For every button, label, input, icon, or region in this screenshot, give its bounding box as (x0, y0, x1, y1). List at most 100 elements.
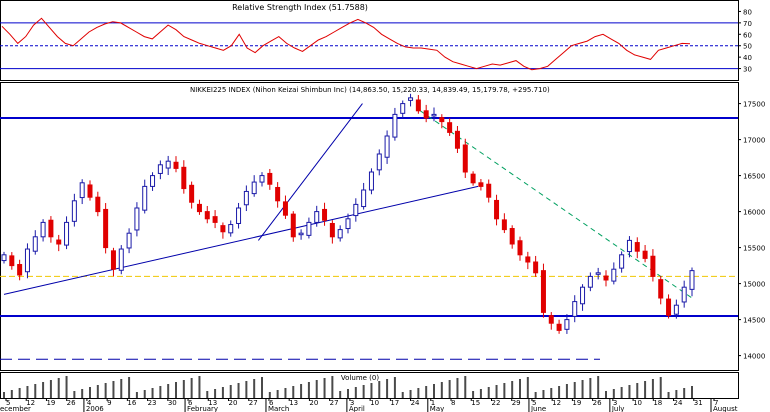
volume-bar (573, 382, 576, 398)
x-tick-label: 23 (148, 399, 157, 407)
price-candle-body (157, 164, 163, 174)
volume-bar (487, 387, 490, 398)
price-candle-body (259, 175, 265, 183)
volume-bar (253, 379, 256, 398)
rsi-panel: Relative Strength Index (51.7588) 30 40 50… (0, 0, 752, 81)
volume-bar (300, 384, 303, 398)
price-candle-body (486, 183, 492, 198)
x-tick-label: 5 (6, 399, 10, 407)
volume-bar (339, 391, 342, 398)
volume-bar (182, 380, 185, 398)
volume-bar (542, 390, 545, 398)
price-candle-body (337, 229, 343, 239)
x-tick-label: 13 (289, 399, 298, 407)
price-candle-body (501, 219, 507, 231)
price-candle-body (40, 221, 46, 238)
volume-bar (268, 392, 271, 398)
volume-bar (315, 380, 318, 398)
x-tick-label: 19 (572, 399, 581, 407)
volume-bar (393, 377, 396, 398)
price-candle-body (95, 196, 101, 213)
x-tick-label: 24 (411, 399, 420, 407)
rsi-frame (0, 0, 739, 81)
x-tick-label: 3 (613, 399, 617, 407)
price-y-tick-label: 14000 (743, 353, 765, 361)
x-period-label: 2006 (86, 405, 104, 412)
price-candle-body (353, 203, 359, 217)
price-y-tick-label: 16500 (743, 173, 765, 181)
x-tick-label: 27 (330, 399, 339, 407)
price-candle-body (517, 240, 523, 256)
price-candle-body (462, 144, 468, 173)
price-candle-body (611, 268, 617, 282)
x-tick-label: 12 (26, 399, 35, 407)
volume-bar (589, 378, 592, 398)
volume-bar (276, 390, 279, 398)
price-candle-body (650, 255, 656, 277)
volume-bar (89, 387, 91, 398)
price-y-tick-label: 16000 (743, 209, 765, 217)
volume-bar (456, 378, 459, 398)
price-candle-body (431, 113, 437, 117)
rsi-reference-lines (0, 22, 738, 70)
volume-bar (581, 380, 584, 398)
x-tick-label: 4 (87, 399, 92, 407)
volume-bar (245, 381, 248, 398)
x-tick-label: 17 (390, 399, 399, 407)
price-candle-body (306, 221, 312, 236)
volume-bar (112, 381, 115, 398)
price-candle-body (447, 122, 453, 133)
volume-bar (675, 390, 678, 398)
price-candle-body (64, 221, 70, 246)
price-candle-body (228, 224, 234, 234)
volume-panel: Volume (0) (0, 372, 739, 399)
x-tick-label: 9 (107, 399, 111, 407)
price-candle-body (595, 272, 601, 275)
volume-bar (550, 388, 553, 398)
volume-bar (214, 389, 217, 398)
x-tick-label: 26 (67, 399, 76, 407)
price-y-tick-label: 14500 (743, 317, 765, 325)
price-candle-body (478, 182, 484, 187)
volume-bar (49, 380, 52, 398)
price-candle-body (423, 110, 429, 119)
price-candle-body (384, 135, 390, 158)
price-candle-body (236, 207, 242, 224)
price-candle-body (626, 239, 632, 253)
volume-bar (167, 384, 170, 398)
volume-bar (620, 387, 623, 398)
price-candle-body (322, 208, 328, 221)
price-candle-body (329, 222, 335, 238)
volume-bar (433, 384, 435, 398)
volume-bar (612, 389, 615, 398)
price-trend-line (257, 103, 363, 241)
price-candle-body (118, 248, 124, 271)
price-candle-body (681, 286, 687, 303)
price-candle-body (181, 166, 187, 190)
x-period-label: July (611, 405, 625, 412)
price-candle-body (408, 97, 414, 101)
price-candle-body (454, 130, 460, 149)
rsi-y-tick-label: 40 (743, 54, 752, 62)
volume-bar (503, 383, 506, 398)
rsi-y-axis: 30 40 50 60 70 80 (738, 8, 752, 74)
price-candle-body (267, 172, 273, 185)
x-tick-label: 29 (512, 399, 521, 407)
price-candle-body (126, 232, 132, 249)
volume-frame (0, 372, 739, 399)
volume-bar (472, 391, 475, 398)
volume-bar (151, 388, 154, 398)
price-trend-line (3, 185, 479, 295)
price-candle-body (165, 160, 171, 169)
price-candle-body (150, 175, 156, 187)
volume-bar (261, 377, 263, 398)
volume-bar (534, 392, 537, 398)
rsi-line (1, 17, 691, 71)
x-period-label: ecember (0, 405, 31, 412)
price-candle-body (142, 185, 148, 211)
x-tick-label: 19 (46, 399, 55, 407)
price-candle-body (564, 319, 570, 330)
volume-bar (526, 377, 529, 398)
volume-bar (401, 392, 404, 398)
price-candle-body (298, 232, 304, 236)
